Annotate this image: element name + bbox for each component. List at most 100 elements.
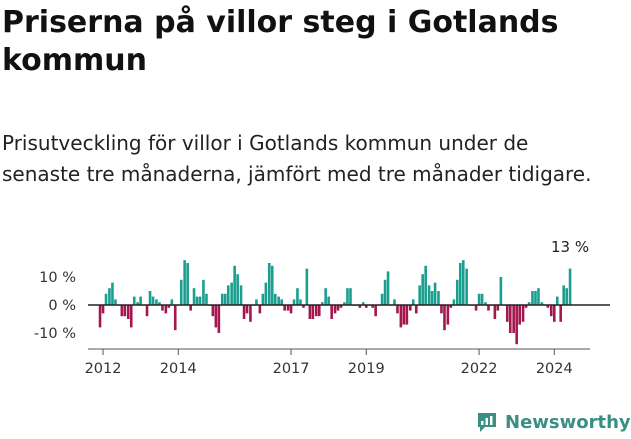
x-tick-label: 2017 xyxy=(273,361,310,377)
bar xyxy=(179,279,183,305)
bar xyxy=(433,282,437,305)
brand-name: Newsworthy xyxy=(505,411,631,433)
x-tick-label: 2012 xyxy=(85,361,122,377)
bar xyxy=(148,291,152,305)
bar xyxy=(126,305,130,319)
bar xyxy=(245,305,249,314)
bar xyxy=(393,299,396,305)
bar xyxy=(158,302,161,305)
bar xyxy=(311,305,315,319)
bar xyxy=(515,305,518,345)
bar xyxy=(418,285,421,305)
bar xyxy=(493,305,497,319)
bar xyxy=(139,296,142,305)
bar xyxy=(505,305,509,322)
bar xyxy=(524,305,528,308)
bar xyxy=(484,302,487,305)
x-tick-label: 2022 xyxy=(461,361,498,377)
last-value-label-group: 13 % xyxy=(551,238,589,256)
y-axis-ticks: 10 % 0 % -10 % xyxy=(34,270,76,342)
bar xyxy=(132,296,136,305)
bar xyxy=(136,302,139,305)
bar xyxy=(289,305,293,314)
bar xyxy=(452,299,456,305)
bar xyxy=(343,302,346,305)
bar xyxy=(230,282,233,305)
bars xyxy=(98,260,572,345)
bar xyxy=(267,263,271,305)
bar xyxy=(324,288,327,305)
bar xyxy=(408,305,412,311)
bar xyxy=(292,299,296,305)
bar xyxy=(402,305,406,325)
bar xyxy=(249,305,252,322)
bar xyxy=(474,305,478,311)
x-tick-label: 2014 xyxy=(160,361,197,377)
bar xyxy=(217,305,221,333)
bar xyxy=(380,293,384,305)
bar xyxy=(183,260,186,305)
x-tick-label: 2024 xyxy=(536,361,573,377)
newsworthy-brand: Newsworthy xyxy=(475,408,631,436)
bar xyxy=(155,299,158,305)
bar xyxy=(170,299,174,305)
bar xyxy=(521,305,525,322)
bar xyxy=(192,288,196,305)
bar xyxy=(283,305,286,311)
bar xyxy=(336,305,340,311)
bar xyxy=(195,296,199,305)
bar xyxy=(559,305,562,322)
bar xyxy=(421,274,424,305)
bar xyxy=(264,282,268,305)
bar xyxy=(446,305,450,325)
last-value-label: 13 % xyxy=(551,238,589,256)
bar xyxy=(396,305,399,314)
bar xyxy=(411,299,415,305)
bar xyxy=(549,305,553,317)
bar xyxy=(455,279,459,305)
bar xyxy=(214,305,218,328)
bar xyxy=(414,305,418,314)
bar xyxy=(296,288,299,305)
newsworthy-logo-icon xyxy=(478,413,496,432)
bar xyxy=(220,293,224,305)
bar xyxy=(552,305,556,322)
bar xyxy=(540,302,544,305)
bar xyxy=(427,285,431,305)
bar xyxy=(531,291,534,305)
bar xyxy=(440,305,443,314)
bar xyxy=(202,279,205,305)
bar xyxy=(233,265,236,305)
bar xyxy=(239,285,243,305)
bar xyxy=(477,293,481,305)
bar xyxy=(361,302,365,305)
bar xyxy=(437,291,440,305)
chart-subtitle: Prisutveckling för villor i Gotlands kom… xyxy=(2,131,592,186)
bar xyxy=(480,293,484,305)
bar xyxy=(512,305,515,333)
bar xyxy=(129,305,133,328)
bar xyxy=(120,305,124,317)
bar xyxy=(330,305,333,319)
bar xyxy=(273,293,277,305)
bar xyxy=(320,302,324,305)
bar xyxy=(205,293,208,305)
bar xyxy=(255,299,258,305)
bar xyxy=(349,288,352,305)
bar xyxy=(286,305,290,311)
bar xyxy=(302,305,305,308)
bar xyxy=(430,291,434,305)
bar xyxy=(383,279,387,305)
bar xyxy=(189,305,192,311)
bar xyxy=(226,285,230,305)
bar xyxy=(114,299,117,305)
bar xyxy=(111,282,114,305)
bar xyxy=(198,296,202,305)
bar xyxy=(555,296,559,305)
chart-title: Priserna på villor steg i Gotlands kommu… xyxy=(2,5,559,78)
bar xyxy=(562,285,565,305)
bar xyxy=(546,305,550,308)
bar xyxy=(101,305,105,314)
bar xyxy=(327,296,330,305)
bar xyxy=(449,305,453,308)
